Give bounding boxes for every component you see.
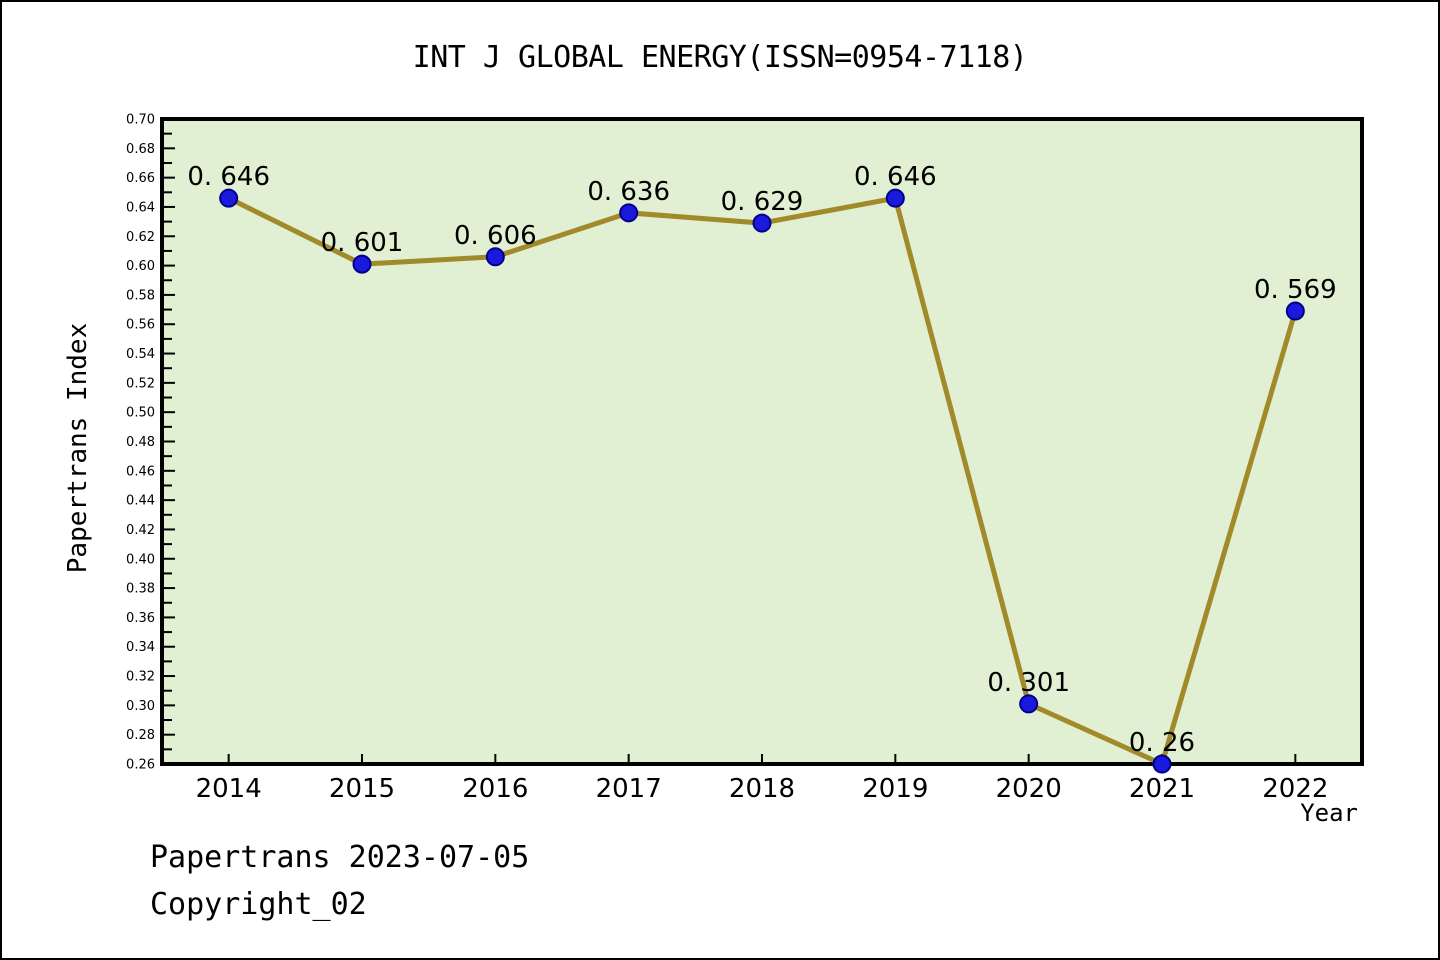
footer-source-date: Papertrans 2023-07-05 xyxy=(150,840,530,875)
x-tick-label: 2019 xyxy=(862,774,928,804)
y-tick-label: 0.46 xyxy=(126,464,155,479)
data-point-2017 xyxy=(619,203,639,223)
data-point-label-2021: 0. 26 xyxy=(1129,728,1195,758)
x-tick-label: 2016 xyxy=(462,774,528,804)
data-point-2015 xyxy=(352,254,372,274)
data-point-2020 xyxy=(1019,694,1039,714)
data-point-2022 xyxy=(1285,301,1305,321)
y-tick-label: 0.42 xyxy=(126,523,155,538)
y-tick-label: 0.26 xyxy=(126,758,155,773)
y-tick-label: 0.36 xyxy=(126,611,155,626)
y-tick-label: 0.68 xyxy=(126,142,155,157)
data-point-2019 xyxy=(885,188,905,208)
x-tick-label: 2017 xyxy=(596,774,662,804)
data-point-2016 xyxy=(485,247,505,267)
data-point-label-2015: 0. 601 xyxy=(321,228,404,258)
y-tick-label: 0.38 xyxy=(126,582,155,597)
x-tick-label: 2022 xyxy=(1262,774,1328,804)
y-tick-label: 0.70 xyxy=(126,113,155,128)
y-tick-label: 0.32 xyxy=(126,670,155,685)
x-tick-label: 2014 xyxy=(196,774,262,804)
y-tick-label: 0.60 xyxy=(126,259,155,274)
y-tick-label: 0.48 xyxy=(126,435,155,450)
data-point-2018 xyxy=(752,213,772,233)
y-tick-label: 0.28 xyxy=(126,728,155,743)
data-point-label-2017: 0. 636 xyxy=(587,177,670,207)
y-tick-label: 0.52 xyxy=(126,376,155,391)
x-tick-label: 2018 xyxy=(729,774,795,804)
y-tick-label: 0.56 xyxy=(126,318,155,333)
data-point-label-2014: 0. 646 xyxy=(187,162,270,192)
y-tick-label: 0.44 xyxy=(126,494,155,509)
x-tick-label: 2020 xyxy=(996,774,1062,804)
y-tick-label: 0.50 xyxy=(126,406,155,421)
y-tick-label: 0.40 xyxy=(126,552,155,567)
data-point-label-2022: 0. 569 xyxy=(1254,275,1337,305)
x-tick-label: 2015 xyxy=(329,774,395,804)
y-tick-label: 0.62 xyxy=(126,230,155,245)
y-tick-label: 0.54 xyxy=(126,347,155,362)
x-axis-label: Year xyxy=(1300,799,1358,827)
data-point-2014 xyxy=(219,188,239,208)
plot-frame xyxy=(160,117,1364,766)
y-tick-label: 0.34 xyxy=(126,640,155,655)
footer-copyright: Copyright_02 xyxy=(150,887,367,922)
data-point-label-2019: 0. 646 xyxy=(854,162,937,192)
y-axis-label: Papertrans Index xyxy=(63,322,93,574)
data-point-label-2018: 0. 629 xyxy=(721,187,804,217)
data-point-label-2020: 0. 301 xyxy=(987,668,1070,698)
y-tick-label: 0.64 xyxy=(126,200,155,215)
y-tick-label: 0.66 xyxy=(126,171,155,186)
y-tick-label: 0.58 xyxy=(126,288,155,303)
x-tick-label: 2021 xyxy=(1129,774,1195,804)
chart-title: INT J GLOBAL ENERGY(ISSN=0954-7118) xyxy=(412,40,1028,75)
data-point-2021 xyxy=(1152,754,1172,774)
y-tick-label: 0.30 xyxy=(126,699,155,714)
data-point-label-2016: 0. 606 xyxy=(454,221,537,251)
